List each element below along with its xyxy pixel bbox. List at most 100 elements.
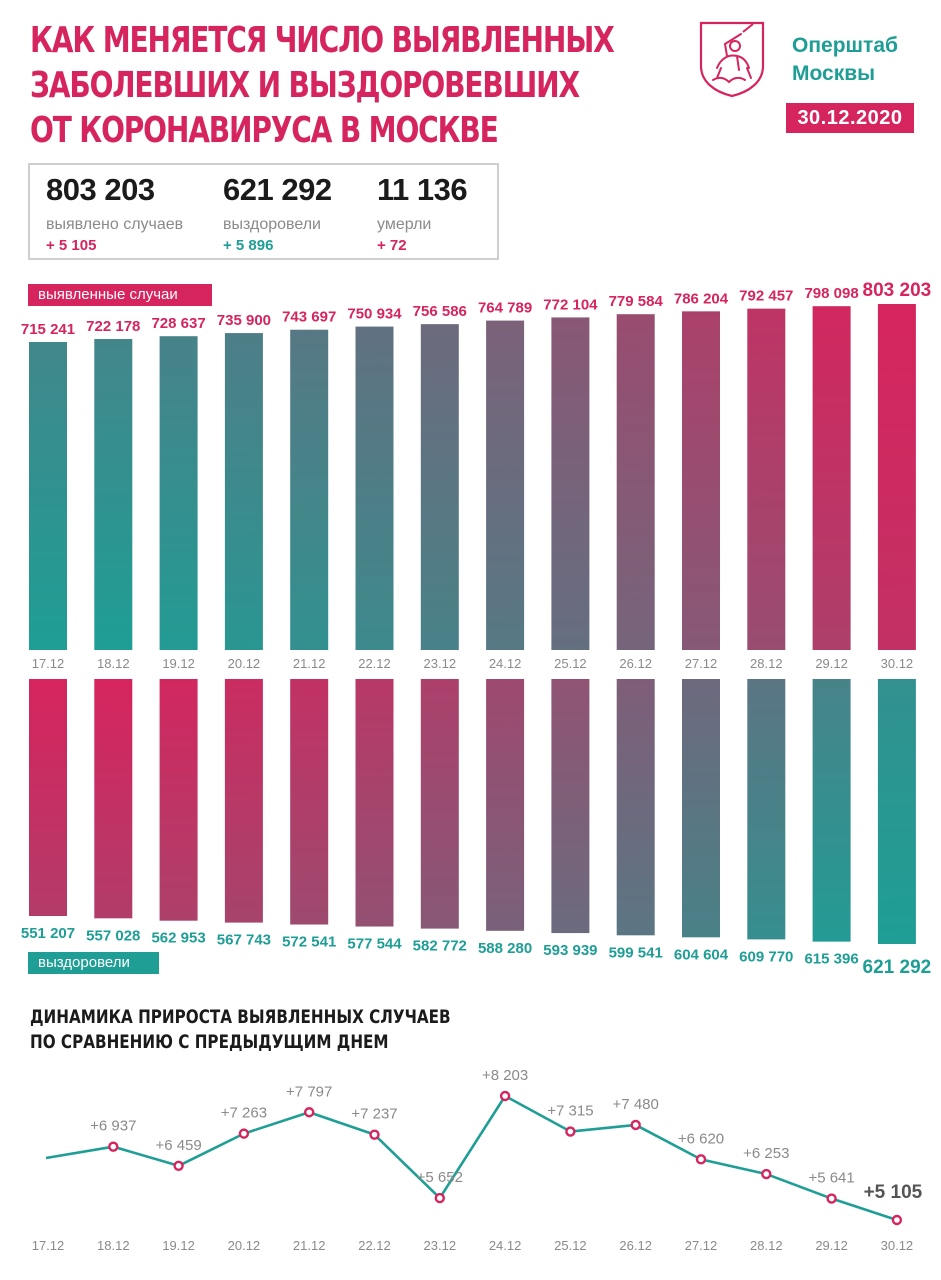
recovered-value-label: 604 604 <box>674 946 729 963</box>
growth-date-tick: 24.12 <box>489 1238 522 1253</box>
recovered-value-label: 567 743 <box>217 932 271 949</box>
stat-deaths-value: 11 136 <box>377 172 468 207</box>
date-tick-label: 23.12 <box>424 656 457 671</box>
cases-bar <box>290 329 329 650</box>
recovered-bar <box>355 679 394 927</box>
stat-recovered-value: 621 292 <box>223 172 332 207</box>
cases-value-label: 750 934 <box>347 306 402 323</box>
growth-date-tick: 29.12 <box>815 1238 848 1253</box>
stat-recovered-delta: + 5 896 <box>223 237 274 254</box>
cases-value-label: 786 204 <box>674 290 729 307</box>
recovered-value-label: 551 207 <box>21 925 75 942</box>
date-tick-label: 21.12 <box>293 656 326 671</box>
date-tick-label: 25.12 <box>554 656 587 671</box>
stat-cases-value: 803 203 <box>46 172 155 207</box>
cases-value-label: 779 584 <box>609 293 664 310</box>
cases-bar <box>355 326 394 650</box>
recovered-bar <box>812 679 851 942</box>
org-line-1: Оперштаб <box>792 34 898 57</box>
date-tick-label: 27.12 <box>685 656 718 671</box>
growth-point <box>695 1154 707 1165</box>
recovered-value-label: 593 939 <box>543 942 597 959</box>
cases-value-label: 715 241 <box>21 321 75 338</box>
recovered-bar <box>159 679 198 921</box>
stat-deaths: 11 136 умерли + 72 <box>377 171 468 256</box>
date-tick-label: 17.12 <box>32 656 65 671</box>
cases-bar <box>812 306 851 650</box>
growth-value-label: +7 263 <box>221 1105 267 1122</box>
cases-value-label: 722 178 <box>86 318 140 335</box>
growth-value-label: +5 641 <box>808 1170 854 1187</box>
recovered-value-label: 562 953 <box>151 930 205 947</box>
growth-value-label: +7 797 <box>286 1083 332 1100</box>
cases-value-label: 764 789 <box>478 300 532 317</box>
growth-point <box>238 1128 250 1139</box>
org-line-2: Москвы <box>792 62 876 85</box>
recovered-bar <box>747 679 786 940</box>
growth-point <box>108 1141 119 1152</box>
cases-value-label: 772 104 <box>543 296 598 313</box>
recovered-chart-tag: выздоровели <box>28 952 159 974</box>
growth-point <box>891 1214 903 1226</box>
growth-point <box>761 1168 772 1180</box>
growth-date-tick: 22.12 <box>358 1238 391 1253</box>
growth-point <box>630 1119 641 1131</box>
growth-point <box>499 1090 511 1102</box>
stat-recovered-label: выздоровели <box>223 216 321 233</box>
growth-value-label: +8 203 <box>482 1067 528 1084</box>
recovered-value-label: 572 541 <box>282 934 336 951</box>
title-line-2: ЗАБОЛЕВШИХ И ВЫЗДОРОВЕВШИХ <box>30 65 580 106</box>
growth-value-label: +6 620 <box>678 1130 724 1147</box>
cases-value-label: 728 637 <box>151 315 205 332</box>
cases-bar <box>747 308 786 650</box>
recovered-bar <box>551 679 590 934</box>
recovered-value-label: 615 396 <box>804 951 858 968</box>
recovered-bar <box>94 679 133 919</box>
date-tick-label: 24.12 <box>489 656 522 671</box>
growth-date-tick: 30.12 <box>881 1238 914 1253</box>
stat-deaths-delta: + 72 <box>377 237 407 254</box>
growth-date-tick: 20.12 <box>228 1238 261 1253</box>
growth-value-label: +6 459 <box>155 1137 201 1154</box>
growth-point <box>565 1126 576 1137</box>
date-tick-label: 29.12 <box>815 656 848 671</box>
cases-bar <box>159 336 198 650</box>
growth-point <box>434 1192 445 1204</box>
cases-value-label: 743 697 <box>282 309 336 326</box>
recovered-bar <box>682 679 720 938</box>
date-tick-label: 30.12 <box>881 656 914 671</box>
recovered-bar <box>29 679 67 916</box>
growth-date-tick: 21.12 <box>293 1238 326 1253</box>
cases-bar <box>224 333 263 650</box>
recovered-bar <box>420 679 459 929</box>
date-tick-label: 18.12 <box>97 656 130 671</box>
growth-date-tick: 26.12 <box>619 1238 652 1253</box>
cases-value-label: 792 457 <box>739 288 793 305</box>
moscow-coat-of-arms-icon <box>697 20 767 98</box>
recovered-bar <box>290 679 329 925</box>
recovered-value-label: 599 541 <box>609 944 663 961</box>
growth-value-label: +7 480 <box>613 1096 659 1113</box>
page-title: КАК МЕНЯЕТСЯ ЧИСЛО ВЫЯВЛЕННЫХ ЗАБОЛЕВШИХ… <box>30 18 615 153</box>
recovered-value-label: 577 544 <box>347 936 402 953</box>
date-tick-label: 22.12 <box>358 656 391 671</box>
date-tick-label: 28.12 <box>750 656 783 671</box>
growth-date-tick: 28.12 <box>750 1238 783 1253</box>
growth-value-label: +7 315 <box>547 1103 593 1120</box>
growth-title-line-2: ПО СРАВНЕНИЮ С ПРЕДЫДУЩИМ ДНЕМ <box>30 1031 389 1053</box>
cases-bar <box>877 304 916 650</box>
recovered-value-label: 588 280 <box>478 940 532 957</box>
growth-line <box>45 1094 898 1222</box>
title-line-3: ОТ КОРОНАВИРУСА В МОСКВЕ <box>30 110 499 151</box>
recovered-bar <box>224 679 263 923</box>
cases-bar <box>486 320 525 650</box>
date-tick-label: 26.12 <box>619 656 652 671</box>
date-tick-label: 20.12 <box>228 656 261 671</box>
recovered-value-label: 582 772 <box>413 938 467 955</box>
recovered-bar <box>616 679 655 936</box>
growth-date-tick: 18.12 <box>97 1238 130 1253</box>
cases-bar <box>29 342 67 650</box>
growth-date-tick: 17.12 <box>32 1238 65 1253</box>
growth-value-label: +6 937 <box>90 1118 136 1135</box>
growth-value-label: +5 105 <box>864 1182 923 1203</box>
